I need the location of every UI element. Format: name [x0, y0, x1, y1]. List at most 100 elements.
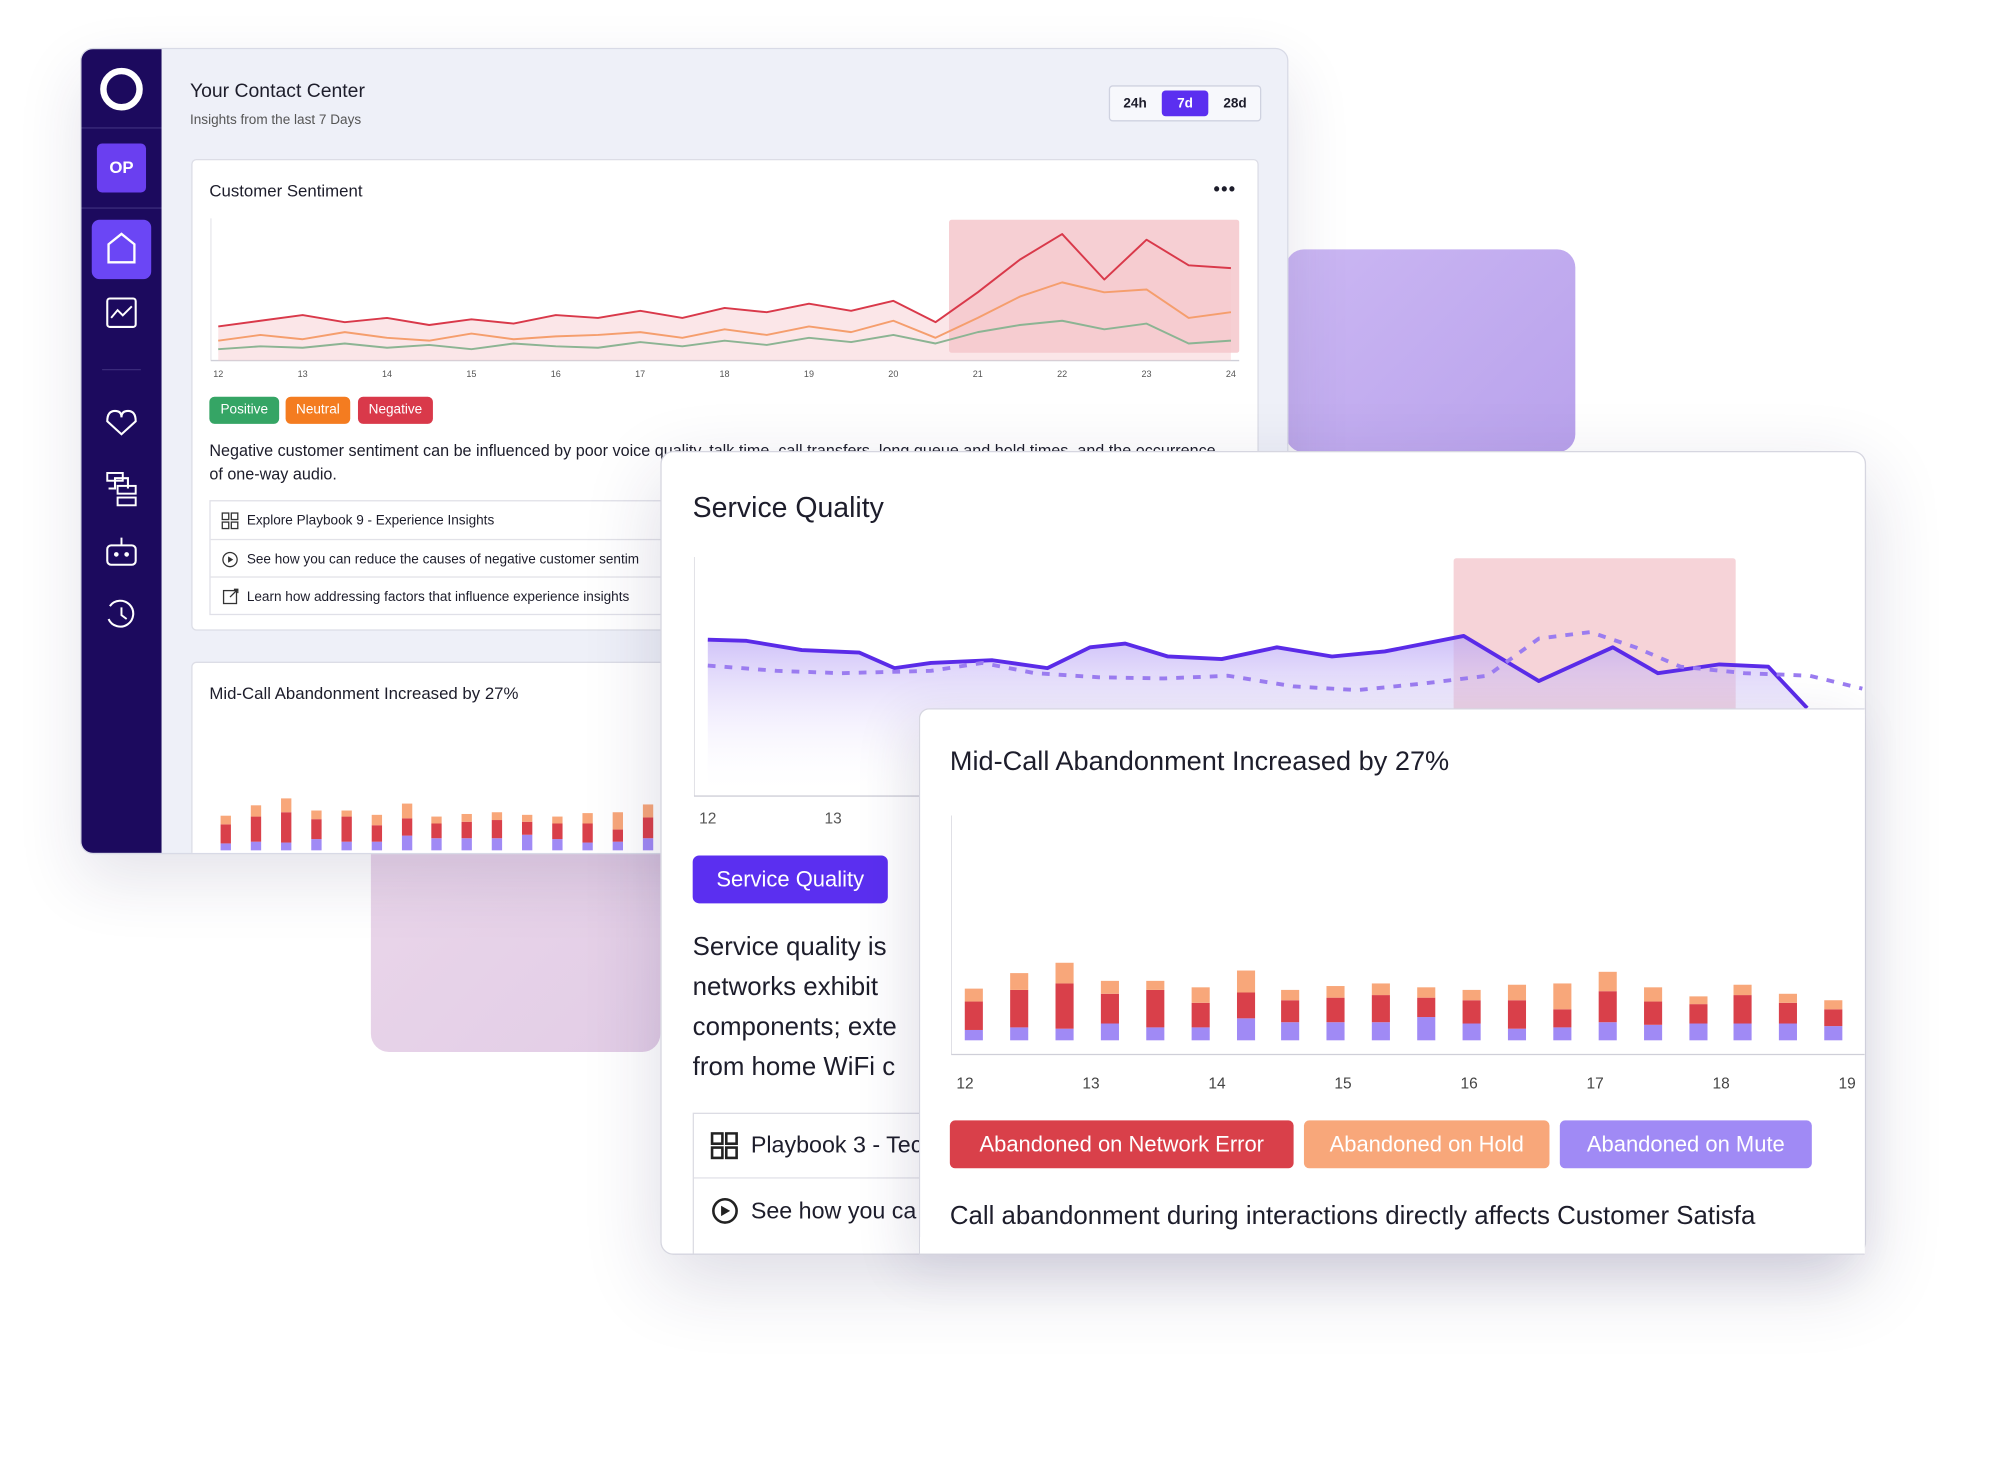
bar-segment	[1236, 1018, 1256, 1041]
bar-segment	[1100, 1023, 1119, 1041]
bar-segment	[1100, 993, 1119, 1024]
x-tick-label: 15	[466, 369, 476, 379]
bar-segment	[964, 1029, 983, 1041]
link-text[interactable]: See how you can reduce the causes of neg…	[246, 551, 640, 567]
x-tick-label: 12	[213, 369, 223, 379]
bar-segment	[1371, 983, 1390, 996]
bar-segment	[1281, 1000, 1300, 1023]
bar-segment	[250, 805, 262, 817]
bar-segment	[1598, 971, 1617, 992]
flow-icon[interactable]	[108, 477, 129, 490]
x-tick-label: 19	[804, 369, 814, 379]
legend-chip[interactable]: Service Quality	[692, 855, 888, 904]
bar-segment	[1733, 1023, 1752, 1041]
link-text[interactable]: See how you ca	[750, 1197, 917, 1224]
bar-segment	[341, 810, 352, 817]
description-line: networks exhibit	[692, 973, 879, 1002]
bar-segment	[1824, 1000, 1843, 1010]
link-text[interactable]: Playbook 3 - Tec	[750, 1132, 923, 1158]
bar-segment	[401, 818, 413, 836]
bar-segment	[1462, 1000, 1481, 1024]
nav-active[interactable]	[91, 219, 152, 280]
bar-segment	[401, 803, 413, 819]
x-tick-label: 13	[298, 369, 308, 379]
bar-segment	[612, 829, 624, 842]
x-tick-label: 16	[1460, 1075, 1477, 1092]
bar-segment	[491, 820, 503, 839]
window-description: Call abandonment during interactions dir…	[949, 1201, 1756, 1231]
link-icon	[221, 511, 239, 529]
bar-segment	[250, 816, 262, 842]
bar-segment	[1689, 996, 1708, 1005]
bar-segment	[1553, 1027, 1572, 1041]
bar-segment	[964, 1001, 983, 1030]
bar-segment	[552, 839, 563, 851]
bar-segment	[371, 841, 383, 851]
report-icon[interactable]	[106, 297, 137, 328]
bar-segment	[521, 821, 533, 835]
bar-segment	[1326, 986, 1345, 998]
range-button[interactable]: 28d	[1223, 95, 1247, 112]
bar-segment	[1824, 1009, 1843, 1027]
legend-chip: Abandoned on Hold	[1303, 1120, 1550, 1169]
card-menu[interactable]: •••	[1213, 178, 1237, 200]
bar-segment	[1733, 995, 1752, 1024]
x-tick-label: 12	[956, 1075, 973, 1092]
x-tick-label: 23	[1141, 369, 1151, 379]
bar-segment	[311, 839, 322, 851]
bar-segment	[1010, 989, 1029, 1028]
bar-segment	[220, 843, 231, 851]
x-tick-label: 17	[635, 369, 645, 379]
bar-segment	[1507, 1000, 1527, 1029]
bar-segment	[1644, 1001, 1663, 1025]
bar-segment	[220, 815, 231, 825]
bar-segment	[1371, 1022, 1390, 1041]
page-title: Your Contact Center	[189, 80, 365, 103]
bar-segment	[521, 834, 533, 851]
bar-segment	[371, 825, 383, 842]
x-tick-label: 14	[1208, 1075, 1226, 1092]
bar-segment	[401, 835, 413, 851]
bar-segment	[341, 816, 352, 842]
link[interactable]: Explore Playbook 9 - Experience Insights	[211, 501, 1245, 538]
bar-segment	[1733, 984, 1752, 996]
bar-segment	[552, 816, 563, 824]
bar-segment	[491, 838, 503, 851]
bar-segment	[1326, 997, 1345, 1023]
link[interactable]: See how you ca	[693, 1177, 1082, 1243]
abandonment-window: Mid-Call Abandonment Increased by 27% 12…	[918, 708, 1865, 1255]
link[interactable]: Playbook 3 - Tec	[694, 1114, 1082, 1177]
bar-segment	[1146, 1027, 1165, 1041]
x-tick-label: 22	[1057, 369, 1067, 379]
history-icon[interactable]	[107, 599, 135, 628]
legend-chip: Positive	[209, 396, 280, 424]
link-icon	[222, 551, 238, 567]
x-tick-label: 14	[382, 369, 392, 379]
bar-segment	[281, 798, 292, 813]
card-title: Customer Sentiment	[209, 180, 363, 201]
bar-segment	[1417, 1017, 1436, 1041]
x-tick-label: 13	[824, 810, 841, 827]
legend-chip: Abandoned on Mute	[1559, 1120, 1812, 1169]
range-button[interactable]: 24h	[1123, 95, 1147, 112]
x-tick-label: 18	[1713, 1075, 1730, 1092]
bot-icon[interactable]	[106, 544, 137, 566]
x-tick-label: 24	[1226, 369, 1236, 379]
range-button[interactable]: 7d	[1161, 90, 1209, 117]
bar-segment	[1100, 980, 1119, 994]
link-text[interactable]: Explore Playbook 9 - Experience Insights	[246, 512, 495, 528]
link-text[interactable]: Learn how addressing factors that influe…	[246, 588, 630, 605]
x-tick-label: 16	[551, 369, 561, 379]
link-icon	[712, 1197, 738, 1224]
health-icon[interactable]	[106, 409, 137, 436]
description-line: from home WiFi c	[692, 1053, 896, 1082]
home-icon[interactable]	[107, 232, 136, 264]
avatar[interactable]: OP	[96, 143, 147, 193]
bar-segment	[1281, 1022, 1300, 1041]
card-title: Mid-Call Abandonment Increased by 27%	[209, 683, 519, 704]
sidebar: OP	[81, 49, 162, 853]
bar-segment	[1507, 984, 1527, 1001]
bar-segment	[281, 812, 292, 843]
bar-segment	[642, 804, 654, 818]
